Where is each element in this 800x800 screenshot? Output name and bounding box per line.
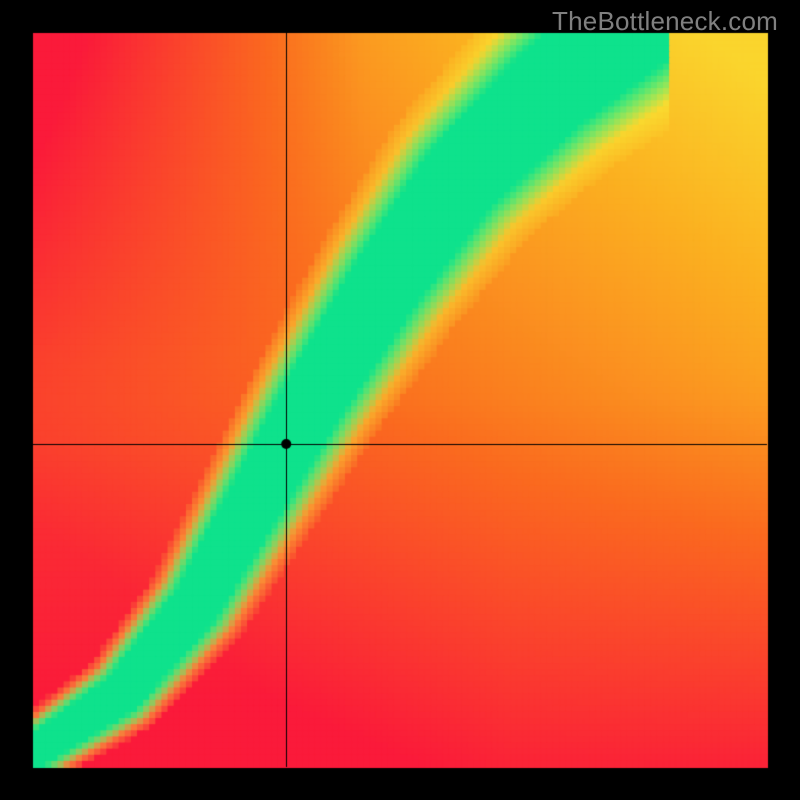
bottleneck-heatmap: [0, 0, 800, 800]
chart-container: { "watermark": { "text": "TheBottleneck.…: [0, 0, 800, 800]
watermark-text: TheBottleneck.com: [552, 6, 778, 37]
